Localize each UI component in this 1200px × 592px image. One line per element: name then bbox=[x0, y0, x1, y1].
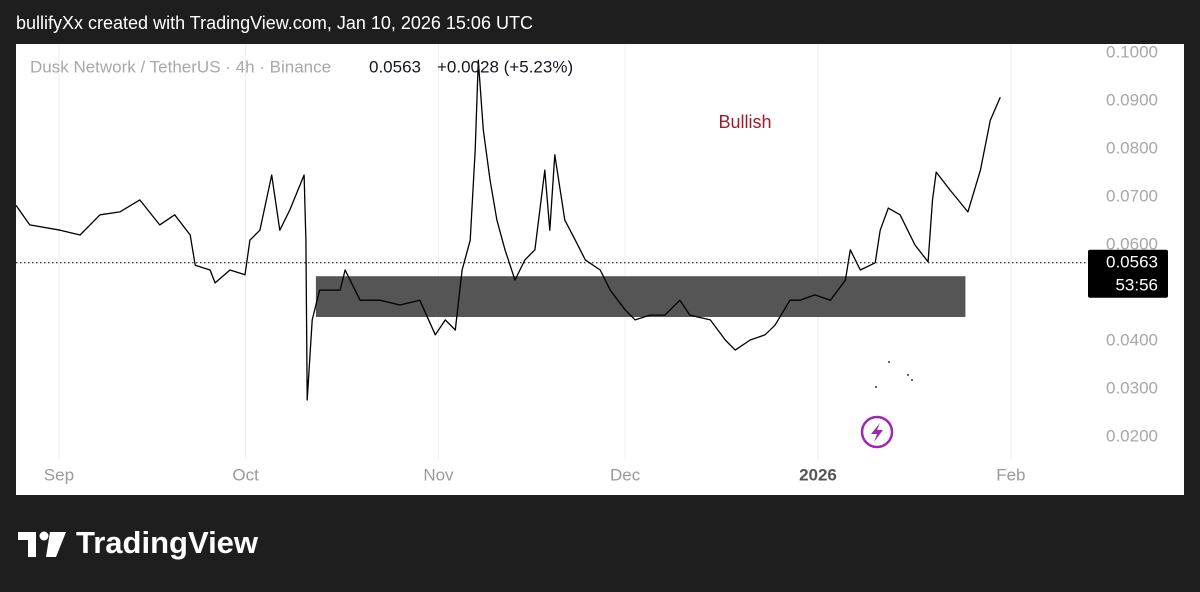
y-tick-label: 0.0600 bbox=[1106, 235, 1158, 254]
last-price: 0.0563 bbox=[369, 57, 421, 76]
x-tick-label: Oct bbox=[232, 465, 259, 484]
brand-logo bbox=[18, 531, 66, 557]
price-box bbox=[1088, 249, 1168, 298]
x-tick-label: Feb bbox=[996, 465, 1025, 484]
price-line bbox=[874, 97, 1001, 263]
symbol: Dusk Network / TetherUS · 4h · Binance bbox=[30, 57, 331, 76]
change: +0.0028 (+5.23%) bbox=[437, 57, 573, 76]
y-tick-label: 0.0300 bbox=[1106, 378, 1158, 397]
countdown: 53:56 bbox=[1115, 275, 1158, 294]
brand: TradingView bbox=[76, 525, 259, 560]
x-tick-label: 2026 bbox=[799, 465, 837, 484]
y-tick-label: 0.1000 bbox=[1106, 43, 1158, 62]
lightning-icon bbox=[860, 415, 894, 449]
y-tick-label: 0.0700 bbox=[1106, 187, 1158, 206]
zone bbox=[315, 276, 966, 317]
price-box-label: 0.0563 bbox=[1106, 252, 1158, 271]
x-tick-label: Sep bbox=[44, 465, 74, 484]
y-tick-label: 0.0200 bbox=[1106, 426, 1158, 445]
x-tick-label: Nov bbox=[423, 465, 454, 484]
y-tick-label: 0.0800 bbox=[1106, 139, 1158, 158]
y-tick-label: 0.0400 bbox=[1106, 330, 1158, 349]
y-tick-label: 0.0900 bbox=[1106, 91, 1158, 110]
credit: bullifyXx created with TradingView.com, … bbox=[16, 13, 533, 33]
x-tick-label: Dec bbox=[610, 465, 641, 484]
annotation: Bullish bbox=[718, 112, 771, 132]
plot: Sep Oct Nov Dec 2026 Feb 0.1000 0.0900 0.0800 0.0… bbox=[15, 43, 1168, 484]
stray-dots bbox=[875, 361, 913, 388]
price-line bbox=[15, 59, 876, 401]
